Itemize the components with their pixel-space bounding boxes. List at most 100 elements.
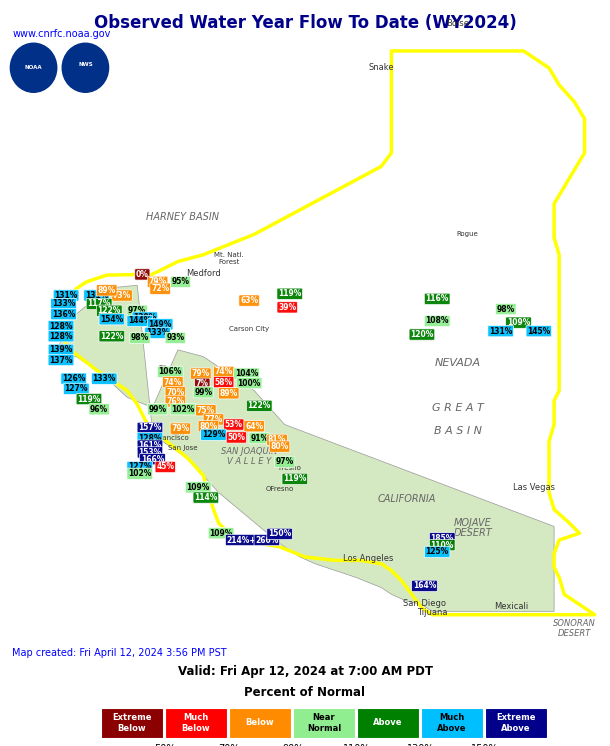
Text: 0%: 0% — [136, 270, 149, 279]
Text: Map created: Fri April 12, 2024 3:56 PM PST: Map created: Fri April 12, 2024 3:56 PM … — [12, 648, 227, 658]
Polygon shape — [56, 285, 554, 611]
Text: 144%: 144% — [128, 316, 151, 325]
Text: 100%: 100% — [237, 379, 260, 388]
Text: 108%: 108% — [425, 316, 449, 325]
Text: MOJAVE: MOJAVE — [454, 518, 492, 528]
Text: 114%: 114% — [194, 493, 218, 502]
Text: 79%: 79% — [192, 369, 210, 378]
Text: 122%: 122% — [248, 401, 271, 410]
Text: 161%: 161% — [138, 441, 162, 450]
Text: Boise: Boise — [446, 19, 469, 28]
Text: 131%: 131% — [54, 291, 77, 300]
Text: 119%: 119% — [77, 395, 101, 404]
Text: CALIFORNIA: CALIFORNIA — [378, 495, 436, 504]
Text: HARNEY BASIN: HARNEY BASIN — [146, 213, 220, 222]
Text: Extreme
Above: Extreme Above — [497, 713, 536, 733]
Text: Rogue: Rogue — [457, 231, 478, 237]
Text: 90%: 90% — [282, 744, 304, 746]
Text: 75%: 75% — [197, 406, 215, 415]
Text: 109%: 109% — [507, 318, 530, 327]
Text: 133%: 133% — [52, 299, 75, 308]
Text: Observed Water Year Flow To Date (WY2024): Observed Water Year Flow To Date (WY2024… — [93, 14, 517, 32]
Text: NWS: NWS — [78, 62, 93, 67]
Text: 125%: 125% — [426, 548, 449, 557]
Text: San: San — [171, 430, 184, 436]
Text: Forest: Forest — [218, 259, 240, 265]
Text: 97%: 97% — [276, 457, 294, 466]
Text: 80%: 80% — [270, 442, 289, 451]
Text: 70%: 70% — [218, 744, 240, 746]
Text: 157%: 157% — [138, 424, 162, 433]
Text: 81%: 81% — [268, 436, 286, 445]
Text: 119%: 119% — [283, 474, 306, 483]
Text: 97%: 97% — [128, 307, 146, 316]
Text: Los Angeles: Los Angeles — [343, 554, 393, 563]
Text: 164%: 164% — [413, 581, 436, 590]
FancyBboxPatch shape — [165, 708, 227, 738]
FancyBboxPatch shape — [485, 708, 547, 738]
Text: 154%: 154% — [100, 315, 123, 324]
Text: NOAA: NOAA — [25, 65, 42, 70]
Text: www.cnrfc.noaa.gov: www.cnrfc.noaa.gov — [12, 29, 110, 39]
Text: V A L L E Y: V A L L E Y — [227, 457, 271, 466]
Text: 116%: 116% — [426, 295, 449, 304]
Text: Extreme
Below: Extreme Below — [112, 713, 151, 733]
Text: 50%: 50% — [228, 433, 245, 442]
Text: 110%: 110% — [431, 541, 454, 550]
Text: 102%: 102% — [171, 405, 195, 414]
Text: 80%: 80% — [199, 421, 218, 430]
Text: 110%: 110% — [343, 744, 371, 746]
Text: 70%: 70% — [167, 388, 184, 397]
Text: B A S I N: B A S I N — [434, 426, 481, 436]
Text: Much
Below: Much Below — [182, 713, 210, 733]
Text: 150%: 150% — [471, 744, 499, 746]
Text: 149%: 149% — [148, 320, 172, 329]
Text: San Diego: San Diego — [403, 599, 446, 608]
Text: 79%: 79% — [171, 424, 190, 433]
Text: 99%: 99% — [194, 388, 212, 397]
Text: Much
Above: Much Above — [437, 713, 467, 733]
Text: 137%: 137% — [49, 356, 73, 365]
Text: 128%: 128% — [138, 433, 162, 442]
Text: 129%: 129% — [133, 313, 157, 322]
FancyBboxPatch shape — [293, 708, 355, 738]
FancyBboxPatch shape — [421, 708, 483, 738]
Text: 63%: 63% — [240, 296, 258, 305]
Text: 95%: 95% — [171, 278, 190, 286]
Text: Percent of Normal: Percent of Normal — [245, 686, 365, 698]
Text: 127%: 127% — [128, 463, 151, 471]
Text: 131%: 131% — [85, 291, 108, 300]
Text: 72%: 72% — [151, 284, 169, 293]
Text: 136%: 136% — [52, 310, 75, 319]
Text: NEVADA: NEVADA — [434, 358, 481, 369]
Text: 7%: 7% — [196, 379, 209, 388]
Text: 260%: 260% — [255, 536, 279, 545]
Text: Near
Normal: Near Normal — [307, 713, 341, 733]
Circle shape — [10, 43, 57, 93]
Text: Mexicali: Mexicali — [493, 602, 528, 611]
Text: 73%: 73% — [113, 291, 131, 300]
Text: 117%: 117% — [87, 299, 111, 308]
Text: 109%: 109% — [187, 483, 210, 492]
Text: 133%: 133% — [93, 374, 116, 383]
Text: 185%: 185% — [431, 534, 454, 543]
Text: Tijuana: Tijuana — [417, 607, 447, 616]
Text: 133%: 133% — [146, 328, 169, 337]
Text: Fresno: Fresno — [278, 465, 301, 471]
Text: 128%: 128% — [49, 322, 73, 330]
Text: 89%: 89% — [220, 389, 238, 398]
Text: 150%: 150% — [268, 530, 291, 539]
Text: Snake: Snake — [368, 63, 394, 72]
Text: Above: Above — [373, 718, 403, 727]
Text: 129%: 129% — [202, 430, 225, 439]
Text: G R E A T: G R E A T — [432, 403, 483, 413]
Circle shape — [62, 43, 109, 93]
Text: 45%: 45% — [156, 463, 174, 471]
Text: 91%: 91% — [250, 433, 268, 442]
Text: 127%: 127% — [65, 384, 88, 393]
Text: 130%: 130% — [407, 744, 435, 746]
Text: 96%: 96% — [90, 405, 108, 414]
FancyBboxPatch shape — [357, 708, 419, 738]
Text: Francisco: Francisco — [156, 435, 189, 441]
Text: 58%: 58% — [215, 377, 233, 386]
